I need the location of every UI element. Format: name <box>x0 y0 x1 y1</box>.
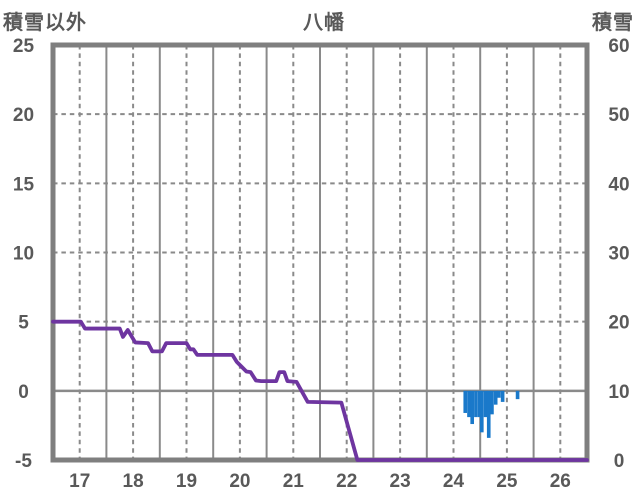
snow-bar <box>467 390 471 418</box>
snow-bar <box>463 390 468 413</box>
y-left-tick-label: 15 <box>13 174 35 195</box>
temperature-line <box>51 319 589 462</box>
station-title: 八幡 <box>303 12 345 34</box>
snow-bar <box>490 390 494 415</box>
y-right-tick-label: 60 <box>608 36 629 57</box>
snow-bar <box>500 390 505 402</box>
y-right-tick-label: 40 <box>608 174 629 195</box>
left-axis-title: 積雪以外 <box>3 12 87 34</box>
x-tick-label: 26 <box>550 471 571 492</box>
snow-bar <box>497 390 501 398</box>
snow-bar <box>474 390 478 418</box>
x-tick-label: 25 <box>496 471 518 492</box>
x-tick-label: 20 <box>229 471 250 492</box>
x-tick-label: 22 <box>336 471 357 492</box>
x-tick-label: 18 <box>123 471 144 492</box>
plot-frame <box>50 42 590 463</box>
y-left-tick-label: 10 <box>13 244 34 265</box>
right-axis-title: 積雪 <box>592 12 634 34</box>
y-right-tick-label: 30 <box>608 244 629 265</box>
x-tick-label: 19 <box>176 471 197 492</box>
snow-bar <box>493 390 498 405</box>
snow-bar <box>515 390 520 400</box>
y-left-tick-label: 0 <box>18 382 29 403</box>
snow-bar <box>477 390 482 418</box>
snow-bar <box>470 390 475 425</box>
x-tick-label: 21 <box>283 471 305 492</box>
x-tick-label: 24 <box>443 471 465 492</box>
y-right-tick-label: 10 <box>608 382 629 403</box>
x-tick-label: 23 <box>390 471 411 492</box>
y-right-tick-label: 50 <box>608 105 629 126</box>
y-left-tick-label: 25 <box>13 36 35 57</box>
snow-bar <box>486 390 491 438</box>
snow-bar <box>479 390 484 433</box>
y-right-tick-label: 20 <box>608 313 629 334</box>
y-right-tick-label: 0 <box>614 451 625 472</box>
y-left-tick-label: 20 <box>13 105 34 126</box>
snow-bar <box>483 390 488 418</box>
y-left-tick-label: -5 <box>15 451 32 472</box>
y-left-tick-label: 5 <box>18 313 29 334</box>
x-tick-label: 17 <box>69 471 90 492</box>
